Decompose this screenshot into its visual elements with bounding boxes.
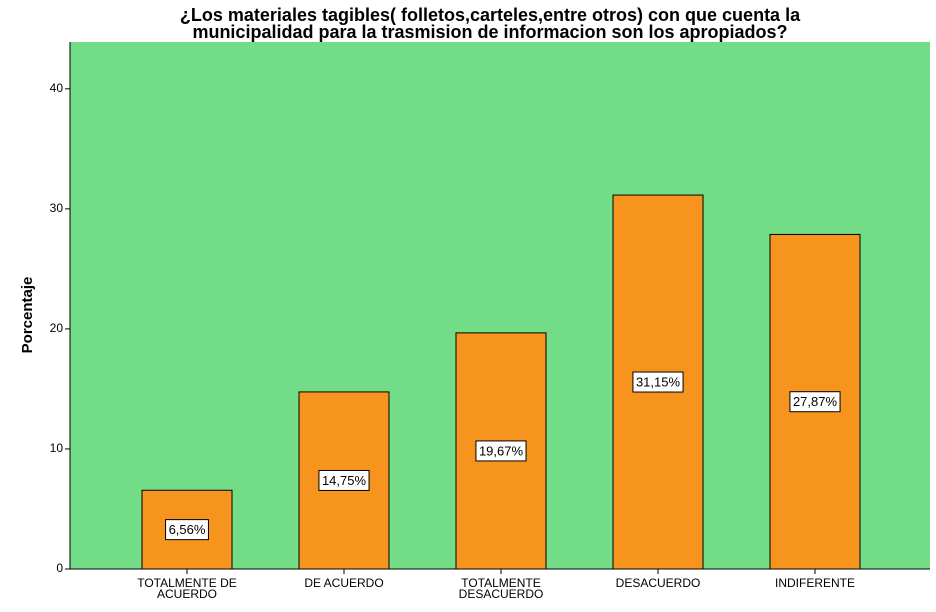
x-tick-label: DESACUERDO [615, 576, 701, 590]
y-tick-label: 0 [56, 561, 63, 575]
value-label-box [632, 371, 684, 393]
x-tick-label: TOTALMENTE DESACUERDO [458, 576, 544, 601]
y-tick-label: 30 [50, 201, 64, 215]
value-label-box [318, 469, 370, 491]
x-tick-label: DE ACUERDO [304, 576, 384, 590]
y-tick-label: 10 [50, 441, 64, 455]
bar [612, 194, 704, 570]
x-tick-label: INDIFERENTE [774, 576, 855, 590]
value-label: 27,87% [793, 394, 838, 409]
x-tick-label: TOTALMENTE DE ACUERDO [137, 576, 237, 601]
value-label-box [165, 519, 209, 541]
y-tick-label: 40 [50, 81, 64, 95]
value-label: 31,15% [636, 374, 681, 389]
value-label: 6,56% [169, 522, 206, 537]
y-tick-label: 20 [50, 321, 64, 335]
value-label: 14,75% [322, 473, 367, 488]
chart-title: ¿Los materiales tagibles( folletos,carte… [179, 5, 801, 42]
value-label-box [789, 391, 841, 413]
value-label-box [475, 440, 527, 462]
value-label: 19,67% [479, 443, 524, 458]
y-axis-label: Porcentaje [19, 277, 36, 354]
